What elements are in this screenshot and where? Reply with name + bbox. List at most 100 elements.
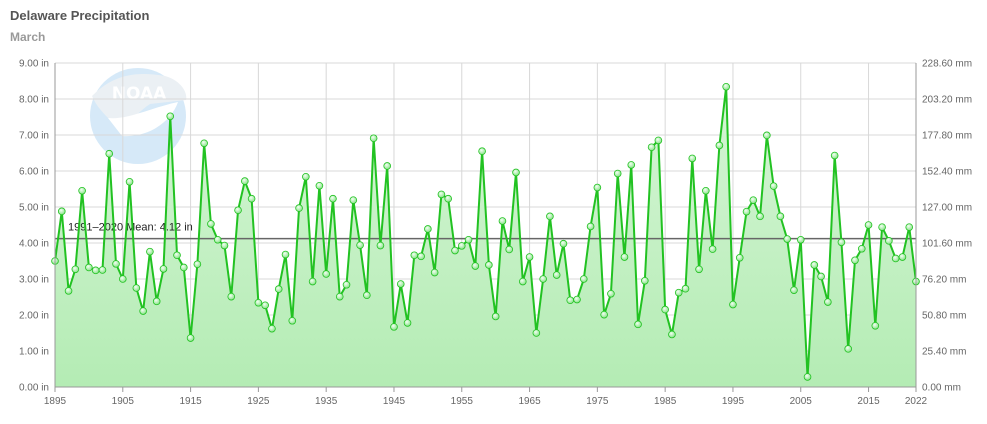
data-point-1979[interactable]: [620, 253, 629, 261]
data-point-1921[interactable]: [227, 292, 236, 301]
data-point-2003[interactable]: [783, 235, 791, 243]
data-point-1963[interactable]: [512, 168, 520, 177]
data-point-2001[interactable]: [769, 182, 778, 190]
data-point-1934[interactable]: [315, 181, 324, 190]
data-point-1965[interactable]: [525, 253, 534, 261]
data-point-1935[interactable]: [322, 270, 330, 278]
data-point-1982[interactable]: [641, 276, 649, 285]
data-point-1980[interactable]: [627, 161, 636, 169]
data-point-2007[interactable]: [810, 261, 819, 269]
data-point-1960[interactable]: [491, 312, 500, 321]
data-point-1975[interactable]: [593, 183, 602, 192]
data-point-1947[interactable]: [403, 319, 412, 327]
data-point-2014[interactable]: [857, 244, 866, 253]
data-point-1973[interactable]: [579, 275, 588, 283]
data-point-2021[interactable]: [905, 223, 914, 231]
data-point-1920[interactable]: [220, 241, 229, 250]
data-point-1929[interactable]: [281, 250, 290, 259]
data-point-1994[interactable]: [722, 82, 730, 91]
data-point-1977[interactable]: [607, 289, 615, 298]
data-point-1983[interactable]: [647, 143, 656, 152]
data-point-1976[interactable]: [600, 310, 608, 319]
data-point-1926[interactable]: [261, 301, 269, 310]
data-point-1932[interactable]: [302, 172, 310, 181]
data-point-1985[interactable]: [661, 305, 669, 314]
data-point-1928[interactable]: [274, 285, 283, 293]
data-point-1955[interactable]: [457, 242, 466, 250]
data-point-1922[interactable]: [234, 206, 242, 215]
data-point-2010[interactable]: [830, 151, 839, 160]
data-point-1974[interactable]: [586, 222, 595, 231]
data-point-2011[interactable]: [837, 238, 846, 247]
data-point-1915[interactable]: [186, 334, 195, 342]
data-point-1943[interactable]: [376, 241, 385, 250]
data-point-1967[interactable]: [539, 275, 547, 283]
data-point-2006[interactable]: [803, 373, 812, 381]
data-point-1896[interactable]: [57, 207, 66, 216]
data-point-1990[interactable]: [695, 265, 703, 274]
data-point-1951[interactable]: [430, 268, 439, 277]
data-point-1904[interactable]: [112, 260, 120, 268]
data-point-1970[interactable]: [559, 239, 568, 248]
data-point-1902[interactable]: [98, 266, 107, 274]
data-point-2019[interactable]: [891, 254, 900, 263]
data-point-1964[interactable]: [518, 277, 527, 286]
data-point-1908[interactable]: [139, 307, 147, 315]
data-point-1914[interactable]: [180, 263, 188, 272]
data-point-1907[interactable]: [132, 284, 141, 292]
data-point-2005[interactable]: [796, 235, 805, 244]
data-point-1991[interactable]: [702, 187, 710, 195]
data-point-1923[interactable]: [241, 177, 249, 185]
data-point-1958[interactable]: [478, 147, 486, 156]
data-point-1910[interactable]: [152, 297, 161, 306]
data-point-2012[interactable]: [844, 345, 852, 353]
data-point-1899[interactable]: [78, 187, 86, 195]
data-point-1901[interactable]: [91, 266, 100, 275]
data-point-1959[interactable]: [485, 261, 493, 269]
data-point-1897[interactable]: [64, 287, 73, 295]
data-point-1924[interactable]: [247, 194, 256, 203]
data-point-1952[interactable]: [437, 190, 446, 199]
data-point-1944[interactable]: [383, 162, 392, 170]
data-point-2016[interactable]: [871, 321, 880, 330]
data-point-1984[interactable]: [654, 136, 663, 145]
data-point-2018[interactable]: [885, 237, 893, 245]
data-point-1898[interactable]: [71, 265, 80, 274]
data-point-2009[interactable]: [824, 298, 832, 306]
data-point-1919[interactable]: [213, 235, 222, 244]
data-point-1968[interactable]: [546, 212, 554, 221]
data-point-1956[interactable]: [464, 235, 473, 244]
data-point-1966[interactable]: [532, 329, 541, 337]
data-point-1909[interactable]: [146, 247, 154, 256]
data-point-2004[interactable]: [790, 286, 798, 294]
data-point-1925[interactable]: [254, 298, 263, 307]
data-point-1962[interactable]: [505, 245, 514, 254]
data-point-1996[interactable]: [735, 253, 744, 262]
data-point-1936[interactable]: [329, 194, 337, 203]
data-point-1912[interactable]: [166, 112, 175, 121]
data-point-2008[interactable]: [817, 272, 825, 281]
data-point-1900[interactable]: [85, 263, 93, 272]
data-point-1918[interactable]: [207, 220, 215, 228]
data-point-1987[interactable]: [674, 288, 683, 297]
data-point-1971[interactable]: [566, 296, 575, 305]
data-point-2017[interactable]: [878, 223, 886, 231]
data-point-1986[interactable]: [668, 330, 676, 339]
data-point-1940[interactable]: [356, 241, 364, 249]
data-point-2002[interactable]: [776, 212, 785, 221]
data-point-1997[interactable]: [742, 207, 751, 216]
data-point-1946[interactable]: [396, 280, 405, 288]
data-point-1981[interactable]: [634, 320, 642, 329]
data-point-1948[interactable]: [410, 251, 419, 260]
data-point-1949[interactable]: [417, 252, 425, 261]
data-point-2015[interactable]: [864, 221, 873, 229]
data-point-1972[interactable]: [573, 295, 581, 304]
data-point-1978[interactable]: [613, 169, 622, 178]
data-point-1927[interactable]: [268, 324, 276, 333]
data-point-1961[interactable]: [498, 217, 507, 225]
data-point-1957[interactable]: [471, 262, 480, 270]
data-point-1933[interactable]: [308, 277, 317, 286]
data-point-1938[interactable]: [342, 280, 351, 289]
data-point-2000[interactable]: [763, 131, 771, 140]
data-point-2013[interactable]: [851, 256, 859, 265]
